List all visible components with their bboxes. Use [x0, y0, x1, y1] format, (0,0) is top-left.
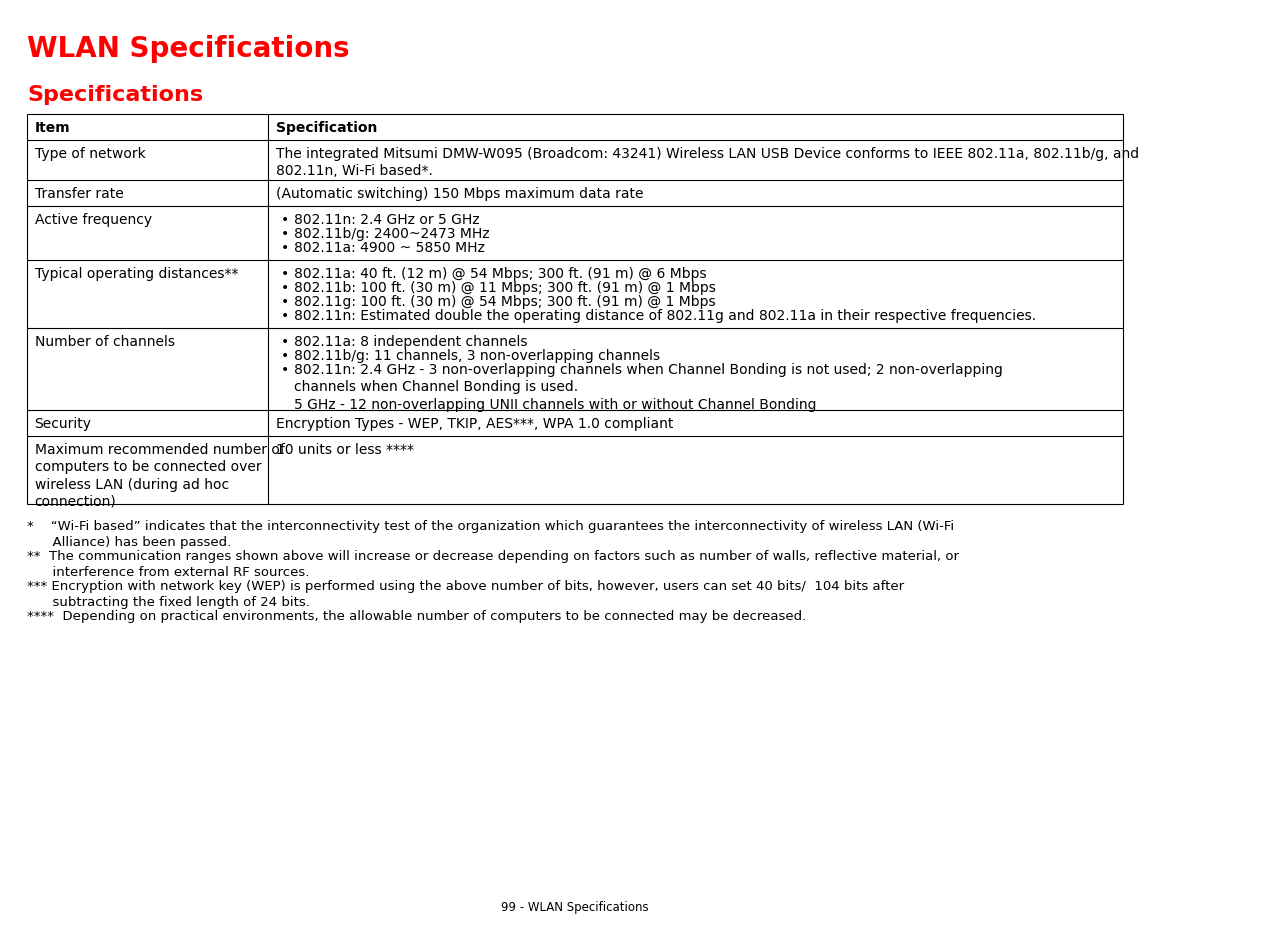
Text: 802.11n: 2.4 GHz - 3 non-overlapping channels when Channel Bonding is not used; : 802.11n: 2.4 GHz - 3 non-overlapping cha… — [294, 363, 1002, 411]
Text: •: • — [280, 295, 289, 309]
Text: WLAN Specifications: WLAN Specifications — [28, 35, 350, 63]
Text: Typical operating distances**: Typical operating distances** — [34, 266, 238, 280]
Text: •: • — [280, 213, 289, 226]
Text: 99 - WLAN Specifications: 99 - WLAN Specifications — [502, 900, 649, 913]
Text: •: • — [280, 309, 289, 323]
Text: (Automatic switching) 150 Mbps maximum data rate: (Automatic switching) 150 Mbps maximum d… — [276, 187, 644, 200]
Text: *** Encryption with network key (WEP) is performed using the above number of bit: *** Encryption with network key (WEP) is… — [28, 579, 905, 609]
Text: •: • — [280, 349, 289, 363]
Text: Active frequency: Active frequency — [34, 213, 152, 226]
Text: 802.11g: 100 ft. (30 m) @ 54 Mbps; 300 ft. (91 m) @ 1 Mbps: 802.11g: 100 ft. (30 m) @ 54 Mbps; 300 f… — [294, 295, 716, 309]
Text: •: • — [280, 240, 289, 254]
Text: Number of channels: Number of channels — [34, 335, 175, 349]
Text: •: • — [280, 335, 289, 349]
Text: •: • — [280, 280, 289, 295]
Text: Transfer rate: Transfer rate — [34, 187, 123, 200]
Text: 802.11a: 40 ft. (12 m) @ 54 Mbps; 300 ft. (91 m) @ 6 Mbps: 802.11a: 40 ft. (12 m) @ 54 Mbps; 300 ft… — [294, 266, 707, 280]
Text: The integrated Mitsumi DMW-W095 (Broadcom: 43241) Wireless LAN USB Device confor: The integrated Mitsumi DMW-W095 (Broadco… — [276, 147, 1139, 178]
Text: 802.11a: 4900 ~ 5850 MHz: 802.11a: 4900 ~ 5850 MHz — [294, 240, 485, 254]
Text: Security: Security — [34, 417, 91, 431]
Text: *    “Wi-Fi based” indicates that the interconnectivity test of the organization: * “Wi-Fi based” indicates that the inter… — [28, 520, 954, 548]
Text: •: • — [280, 266, 289, 280]
Text: 802.11n: Estimated double the operating distance of 802.11g and 802.11a in their: 802.11n: Estimated double the operating … — [294, 309, 1036, 323]
Text: ****  Depending on practical environments, the allowable number of computers to : **** Depending on practical environments… — [28, 610, 807, 623]
Text: Type of network: Type of network — [34, 147, 146, 161]
Text: Item: Item — [34, 121, 70, 135]
Text: •: • — [280, 226, 289, 240]
Text: 802.11a: 8 independent channels: 802.11a: 8 independent channels — [294, 335, 527, 349]
Text: •: • — [280, 363, 289, 377]
Text: Specification: Specification — [276, 121, 378, 135]
Text: Maximum recommended number of
computers to be connected over
wireless LAN (durin: Maximum recommended number of computers … — [34, 443, 284, 509]
Text: 802.11b/g: 2400~2473 MHz: 802.11b/g: 2400~2473 MHz — [294, 226, 489, 240]
Text: Specifications: Specifications — [28, 84, 204, 105]
Text: **  The communication ranges shown above will increase or decrease depending on : ** The communication ranges shown above … — [28, 549, 959, 578]
Text: 802.11n: 2.4 GHz or 5 GHz: 802.11n: 2.4 GHz or 5 GHz — [294, 213, 479, 226]
Text: 802.11b/g: 11 channels, 3 non-overlapping channels: 802.11b/g: 11 channels, 3 non-overlappin… — [294, 349, 660, 363]
Text: 10 units or less ****: 10 units or less **** — [276, 443, 413, 457]
Text: 802.11b: 100 ft. (30 m) @ 11 Mbps; 300 ft. (91 m) @ 1 Mbps: 802.11b: 100 ft. (30 m) @ 11 Mbps; 300 f… — [294, 280, 716, 295]
Text: Encryption Types - WEP, TKIP, AES***, WPA 1.0 compliant: Encryption Types - WEP, TKIP, AES***, WP… — [276, 417, 673, 431]
